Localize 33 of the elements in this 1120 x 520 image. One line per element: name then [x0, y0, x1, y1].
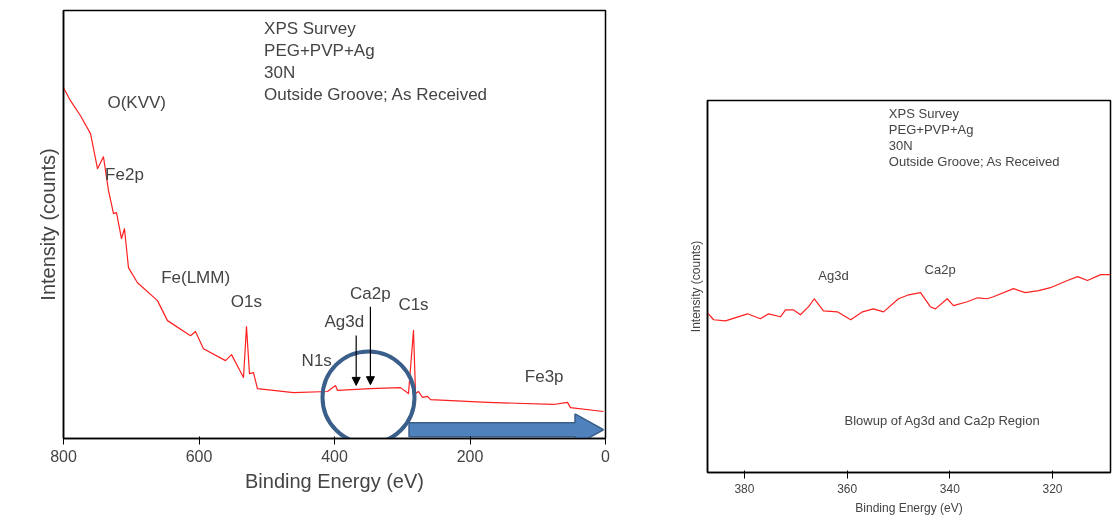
x-tick-label: 400	[321, 447, 348, 465]
text: XPS Survey	[888, 105, 960, 121]
text: PEG+PVP+Ag	[264, 40, 375, 60]
annotation: Outside Groove; As Received	[264, 84, 488, 104]
text: 30N	[888, 137, 913, 153]
annotation: Ca2p	[350, 283, 391, 303]
annotation: Fe2p	[105, 164, 144, 184]
annotation: Fe(LMM)	[161, 267, 231, 287]
annotation: O(KVV)	[107, 92, 167, 112]
x-tick-label: 360	[837, 481, 858, 496]
y-axis-title: Intensity (counts)	[688, 240, 703, 333]
x-axis-title: Binding Energy (eV)	[855, 500, 963, 515]
annotation: Blowup of Ag3d and Ca2p Region	[844, 412, 1040, 428]
annotation: O1s	[230, 291, 263, 311]
x-tick-label: 800	[50, 447, 77, 465]
x-tick-label: 0	[601, 447, 611, 465]
text: Outside Groove; As Received	[888, 153, 1060, 169]
annotation: Fe3p	[524, 367, 564, 387]
text: PEG+PVP+Ag	[888, 121, 974, 137]
x-tick-label: 200	[456, 447, 484, 465]
annotation: Ag3d	[818, 267, 849, 283]
text: 30N	[264, 62, 296, 82]
annotation: N1s	[301, 350, 332, 370]
text: XPS Survey	[264, 18, 357, 38]
annotation: C1s	[398, 295, 429, 315]
x-tick-label: 600	[185, 447, 213, 465]
x-axis-title: Binding Energy (eV)	[245, 469, 424, 492]
annotation: Ag3d	[324, 312, 365, 332]
x-tick-label: 380	[734, 481, 755, 496]
annotation: Ca2p	[924, 261, 956, 277]
x-tick-label: 340	[939, 481, 961, 496]
x-tick-label: 320	[1042, 481, 1063, 496]
y-axis-title: Intensity (counts)	[36, 148, 59, 301]
